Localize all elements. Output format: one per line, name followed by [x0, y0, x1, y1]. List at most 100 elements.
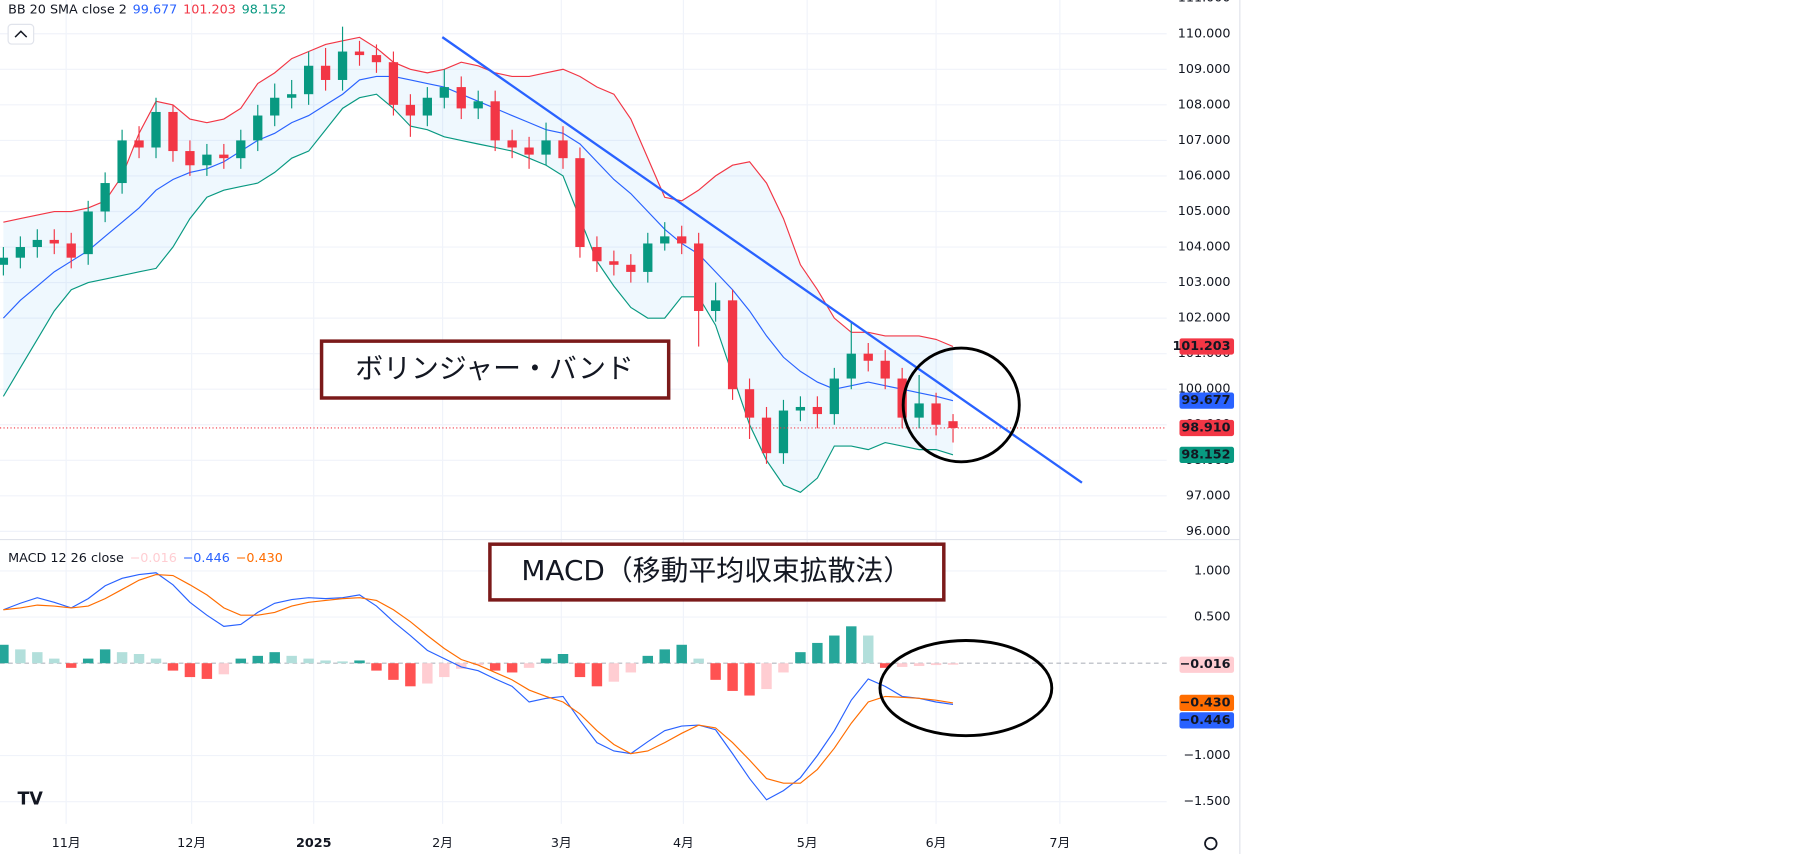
legend-value: 101.203 — [183, 2, 236, 17]
histogram-bar — [795, 652, 806, 664]
candle-body — [863, 353, 873, 361]
candle-body — [592, 247, 602, 262]
histogram-bar — [574, 663, 586, 678]
annotation: ボリンジャー・バンド — [355, 352, 634, 385]
price-tag — [1179, 446, 1235, 464]
legend: MACD 12 26 close −0.016 −0.446 −0.430 — [8, 551, 283, 566]
candle-body — [0, 257, 9, 265]
candle-body — [15, 247, 25, 258]
price-tag-label: −0.446 — [1180, 713, 1231, 728]
histogram-bar — [201, 663, 213, 679]
y-tick-label: −1.500 — [1183, 794, 1230, 809]
histogram-bar — [591, 663, 603, 687]
histogram-bar — [812, 642, 823, 664]
candle-body — [575, 158, 585, 248]
histogram-bar — [184, 663, 196, 678]
price-tag-label: 98.152 — [1181, 447, 1230, 462]
histogram-bar — [930, 663, 942, 666]
histogram-bar — [456, 663, 467, 669]
candle-body — [405, 104, 416, 116]
candle-body — [727, 300, 738, 390]
y-tick-label: 111.000 — [1178, 0, 1231, 6]
y-tick-label: 109.000 — [1178, 62, 1231, 77]
annotation: MACD（移動平均収束拡散法） — [521, 554, 911, 587]
histogram-bar — [133, 654, 145, 664]
candle-body — [49, 239, 59, 244]
candle-body — [778, 410, 789, 454]
histogram-bar — [744, 663, 755, 696]
candle-body — [931, 403, 941, 425]
histogram-bar — [642, 655, 654, 664]
histogram-bar — [371, 663, 382, 671]
candle-body — [202, 154, 212, 166]
histogram-bar — [150, 658, 162, 664]
candle-body — [812, 406, 823, 415]
candle-body — [219, 154, 229, 159]
histogram-bar — [32, 652, 43, 664]
histogram-bar — [167, 663, 179, 671]
histogram-bar — [506, 663, 518, 673]
candle-body — [677, 236, 687, 244]
histogram-bar — [659, 649, 670, 664]
histogram-bar — [778, 663, 789, 673]
histogram-bar — [913, 663, 925, 667]
x-tick-label: 2025 — [296, 836, 332, 851]
logo: TV — [18, 789, 44, 809]
x-tick-label: 6月 — [926, 836, 947, 851]
histogram-bar — [388, 663, 399, 680]
candle-body — [456, 87, 466, 109]
candle-body — [354, 51, 365, 56]
x-tick-label: 2月 — [432, 836, 453, 851]
settings-icon[interactable] — [1204, 836, 1218, 851]
price-tag — [1179, 392, 1235, 409]
histogram-bar — [439, 663, 450, 678]
histogram-bar — [49, 658, 60, 664]
collapse-button[interactable] — [7, 23, 35, 45]
candle-body — [83, 211, 93, 255]
y-tick-label: 104.000 — [1178, 240, 1231, 255]
histogram-bar — [829, 635, 840, 664]
candle-body — [270, 97, 280, 116]
indicator-line — [3, 36, 954, 348]
histogram-bar — [422, 663, 433, 684]
histogram-bar — [0, 644, 9, 664]
macd-line — [3, 572, 954, 801]
histogram-bar — [252, 655, 263, 664]
histogram-bar — [235, 658, 247, 664]
candle-body — [320, 65, 331, 80]
highlight-ellipse — [901, 346, 1021, 464]
candle-body — [185, 151, 195, 166]
histogram-bar — [896, 663, 908, 667]
histogram-bar — [727, 663, 738, 691]
macd-line — [3, 574, 954, 784]
candle-body — [660, 236, 670, 244]
candle-body — [117, 140, 127, 184]
highlight-ellipse — [878, 639, 1054, 738]
histogram-bar — [947, 663, 959, 665]
histogram-bar — [625, 663, 637, 673]
y-tick-label: −1.000 — [1183, 748, 1230, 763]
candle-body — [541, 140, 551, 155]
candle-body — [880, 360, 890, 379]
candle-body — [507, 140, 517, 148]
legend-value: −0.446 — [183, 551, 230, 566]
candle-body — [388, 62, 399, 105]
candle-body — [371, 55, 382, 63]
x-tick-label: 5月 — [797, 836, 818, 851]
y-tick-label: 96.000 — [1186, 524, 1231, 539]
price-tag-label: 98.910 — [1181, 420, 1230, 435]
histogram-bar — [116, 652, 128, 664]
candle-body — [795, 406, 806, 411]
histogram-bar — [557, 654, 569, 664]
price-tag — [1179, 419, 1235, 437]
y-tick-label: 107.000 — [1178, 133, 1231, 148]
histogram-bar — [489, 663, 501, 671]
candle-body — [948, 421, 958, 428]
collapse-icon — [14, 30, 28, 38]
price-tag-label: −0.430 — [1180, 695, 1231, 710]
histogram-bar — [15, 649, 26, 664]
candle-body — [303, 65, 314, 95]
labels-layer: BB 20 SMA close 2 99.677 101.203 98.152 101.… — [8, 2, 1235, 729]
y-tick-label: 97.000 — [1186, 488, 1231, 503]
histogram-bar — [863, 635, 874, 664]
